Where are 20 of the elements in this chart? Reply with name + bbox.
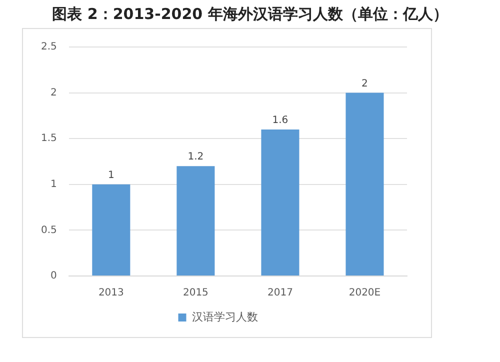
data-label: 1 (108, 170, 114, 181)
y-tick-label: 1 (50, 178, 57, 190)
bar (92, 184, 130, 276)
legend-label: 汉语学习人数 (192, 310, 258, 324)
y-tick-label: 0.5 (40, 224, 57, 236)
data-label: 1.6 (272, 115, 288, 126)
x-tick-label: 2013 (98, 288, 124, 299)
data-label: 2 (362, 78, 368, 90)
bar (261, 129, 300, 276)
x-tick-label: 2015 (182, 288, 208, 299)
data-label: 1.2 (188, 152, 204, 163)
bar (346, 92, 384, 276)
y-tick-label: 2 (50, 87, 57, 98)
x-tick-label: 2017 (267, 288, 293, 299)
y-tick-label: 0 (50, 270, 57, 282)
y-tick-label: 2.5 (40, 42, 57, 53)
y-tick-label: 1.5 (40, 133, 57, 144)
x-tick-label: 2020E (348, 288, 381, 299)
bar (176, 166, 215, 276)
chart-title: 图表 2：2013-2020 年海外汉语学习人数（单位：亿人） (51, 4, 449, 25)
